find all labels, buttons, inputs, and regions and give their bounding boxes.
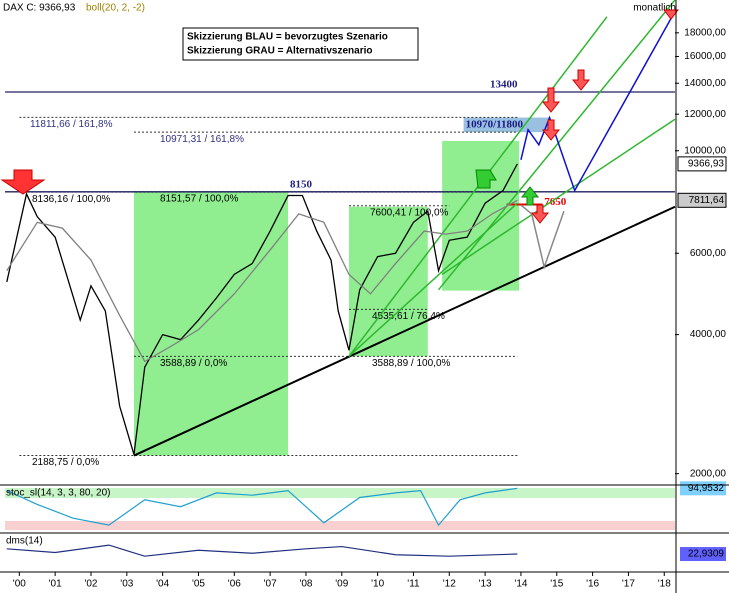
x-tick-label: '13 (479, 579, 492, 590)
x-tick-label: '07 (264, 579, 277, 590)
arrow (530, 204, 550, 224)
x-tick-label: '06 (228, 579, 241, 590)
x-tick-label: '02 (84, 579, 97, 590)
x-tick-label: '00 (13, 579, 26, 590)
value-label: 94,9532 (688, 483, 725, 494)
x-tick-label: '01 (49, 579, 62, 590)
indicator-name: stoc_sl(14, 3, 3, 80, 20) (6, 488, 111, 499)
y-tick-label: 16000,00 (684, 51, 726, 62)
legend-entry: DAX C: 9366,93 (3, 3, 76, 14)
y-tick-label: 18000,00 (684, 27, 726, 38)
indicator-line (6, 544, 518, 557)
x-tick-label: '14 (514, 579, 527, 590)
x-tick-label: '10 (371, 579, 384, 590)
x-tick-label: '09 (335, 579, 348, 590)
x-tick-label: '04 (156, 579, 169, 590)
y-tick-label: 2000,00 (690, 468, 727, 479)
y-tick-label: 10000,00 (684, 145, 726, 156)
level-label: 8150 (290, 178, 313, 190)
x-tick-label: '16 (586, 579, 599, 590)
y-tick-label: 6000,00 (690, 248, 727, 259)
arrow (0, 169, 46, 195)
x-tick-label: '17 (622, 579, 635, 590)
fib-label: 8136,16 / 100,0% (32, 194, 111, 205)
arrow (520, 186, 540, 206)
stop-label: 7650 (544, 196, 567, 208)
oversold-band (5, 521, 675, 530)
indicator-line (6, 487, 518, 527)
projection-gray (520, 204, 565, 270)
x-tick-label: '05 (192, 579, 205, 590)
note: Skizzierung GRAU = Alternativszenario (187, 46, 373, 57)
overbought-band (5, 488, 675, 498)
x-tick-label: '03 (120, 579, 133, 590)
level-label: 13400 (490, 79, 518, 91)
series-line (6, 163, 518, 455)
plot: 10970/11800 '00 '01 '02 '03 '04 '05 '06 '07 '08 '0… (3, 0, 727, 590)
value-box (680, 547, 726, 562)
value-box (677, 156, 727, 172)
note: Skizzierung BLAU = bevorzugtes Szenario (187, 32, 388, 43)
fib-label: 8151,57 / 100,0% (160, 193, 239, 204)
y-tick-label: 4000,00 (690, 329, 727, 340)
x-tick-label: '12 (443, 579, 456, 590)
period: monatlich (633, 3, 676, 14)
y-tick-label: 14000,00 (684, 78, 726, 89)
zone (133, 191, 289, 456)
fib-label: 3588,89 / 0,0% (160, 358, 227, 369)
arrow (541, 87, 561, 113)
x-tick-label: '11 (407, 579, 420, 590)
arrow (541, 119, 561, 141)
fib-label: 7600,41 / 100,0% (370, 207, 449, 218)
zone (348, 206, 428, 357)
y-tick-label: 12000,00 (684, 109, 726, 120)
indicator-name: dms(14) (6, 536, 43, 547)
legend-entry: boll(20, 2, -2) (86, 3, 145, 14)
arrow (662, 9, 680, 20)
arrow (571, 69, 591, 91)
fib-label: 2188,75 / 0,0% (32, 457, 99, 468)
fib-label: 10971,31 / 161,8% (160, 134, 244, 145)
support-line (133, 205, 676, 457)
channel-line (441, 118, 676, 276)
zone (442, 140, 520, 291)
target-label: 10970/11800 (466, 118, 524, 130)
arrow (475, 169, 497, 189)
channel-line (437, 0, 676, 291)
fib-label: 3588,89 / 100,0% (372, 358, 451, 369)
x-tick-label: '18 (658, 579, 671, 590)
value-label: 22,9309 (688, 549, 725, 560)
channel-line (348, 202, 518, 357)
x-tick-label: '15 (550, 579, 563, 590)
x-tick-label: '08 (299, 579, 312, 590)
value-label: 7811,64 (689, 195, 725, 206)
fib-label: 11811,66 / 161,8% (30, 119, 113, 130)
value-label: 9366,93 (688, 159, 725, 170)
fib-label: 4535,61 / 76,4% (372, 311, 445, 322)
note-box (182, 27, 419, 61)
series-line (6, 199, 518, 363)
value-box (677, 192, 727, 208)
